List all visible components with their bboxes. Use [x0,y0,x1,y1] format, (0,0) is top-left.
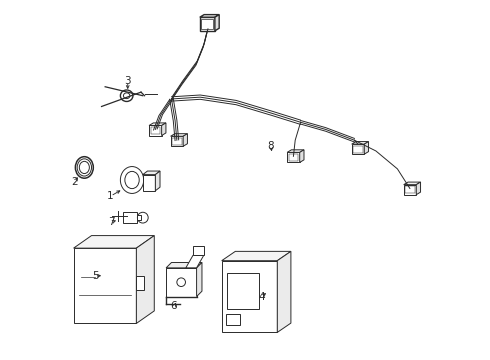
Ellipse shape [137,212,148,223]
Polygon shape [200,15,219,17]
Ellipse shape [77,159,92,176]
Bar [289,154,298,161]
Polygon shape [200,17,215,31]
Text: 3: 3 [124,76,131,86]
Ellipse shape [79,161,89,174]
Polygon shape [162,123,166,135]
Bar [193,246,204,255]
Polygon shape [166,268,196,297]
Polygon shape [287,150,304,152]
Bar [137,215,141,220]
Polygon shape [352,141,368,144]
Bar [123,212,137,223]
Polygon shape [364,141,368,154]
Ellipse shape [125,171,139,189]
Circle shape [177,278,186,287]
Bar [201,19,214,30]
Ellipse shape [121,167,144,193]
Polygon shape [149,123,166,126]
Ellipse shape [75,157,93,178]
Polygon shape [166,262,202,268]
Ellipse shape [123,93,130,99]
Bar [227,273,259,309]
Polygon shape [416,182,420,195]
Polygon shape [404,182,420,185]
Polygon shape [215,15,219,31]
Ellipse shape [121,90,133,102]
Bar [150,127,160,134]
Polygon shape [74,235,154,248]
Text: 2: 2 [72,177,78,187]
Polygon shape [196,262,202,297]
Polygon shape [171,134,188,136]
Polygon shape [143,171,160,175]
Polygon shape [171,136,183,146]
Polygon shape [186,255,204,268]
Polygon shape [183,134,188,146]
Text: 8: 8 [268,141,274,151]
Text: 5: 5 [92,271,98,281]
Polygon shape [221,251,291,261]
Polygon shape [221,261,277,332]
Polygon shape [149,126,162,135]
Polygon shape [404,185,416,195]
Polygon shape [143,175,155,191]
Polygon shape [300,150,304,162]
Bar [172,138,182,145]
Text: 7: 7 [108,217,115,227]
Text: 4: 4 [259,292,265,302]
Polygon shape [136,235,154,323]
Bar [405,186,415,193]
Text: 6: 6 [171,301,177,311]
Polygon shape [74,248,136,323]
Polygon shape [277,251,291,332]
Bar [136,276,144,289]
Polygon shape [155,171,160,191]
Bar [226,315,240,324]
Polygon shape [287,152,300,162]
Bar [353,145,363,153]
Text: 1: 1 [107,191,114,201]
Polygon shape [352,144,364,154]
